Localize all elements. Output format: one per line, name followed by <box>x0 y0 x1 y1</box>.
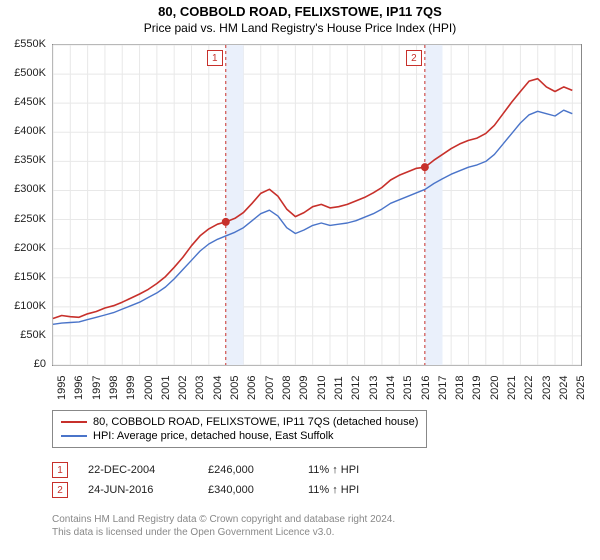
y-tick-label: £500K <box>0 67 46 79</box>
y-tick-label: £200K <box>0 242 46 254</box>
x-tick-label: 2009 <box>298 376 310 400</box>
x-tick-label: 2016 <box>420 376 432 400</box>
x-tick-label: 2008 <box>281 376 293 400</box>
x-tick-label: 1999 <box>125 376 137 400</box>
x-tick-label: 2000 <box>143 376 155 400</box>
sale-hpi: 11% ↑ HPI <box>308 464 408 476</box>
y-tick-label: £0 <box>0 358 46 370</box>
y-tick-label: £350K <box>0 154 46 166</box>
sale-marker: 2 <box>52 482 68 498</box>
sale-row: 2 24-JUN-2016£340,00011% ↑ HPI <box>52 480 408 500</box>
sale-date: 22-DEC-2004 <box>88 464 208 476</box>
sale-marker: 1 <box>52 462 68 478</box>
footer-line-2: This data is licensed under the Open Gov… <box>52 527 395 540</box>
y-tick-label: £550K <box>0 38 46 50</box>
y-tick-label: £250K <box>0 213 46 225</box>
event-marker: 1 <box>207 50 223 66</box>
x-tick-label: 2006 <box>246 376 258 400</box>
x-tick-label: 2012 <box>350 376 362 400</box>
x-tick-label: 2024 <box>558 376 570 400</box>
plot-area <box>52 44 582 366</box>
y-tick-label: £150K <box>0 271 46 283</box>
footer-text: Contains HM Land Registry data © Crown c… <box>52 514 395 539</box>
footer-line-1: Contains HM Land Registry data © Crown c… <box>52 514 395 527</box>
y-tick-label: £100K <box>0 300 46 312</box>
legend-row: 80, COBBOLD ROAD, FELIXSTOWE, IP11 7QS (… <box>61 415 418 429</box>
legend-label: HPI: Average price, detached house, East… <box>93 430 334 442</box>
sales-table: 1 22-DEC-2004£246,00011% ↑ HPI 2 24-JUN-201… <box>52 460 408 500</box>
chart-title: 80, COBBOLD ROAD, FELIXSTOWE, IP11 7QS <box>0 0 600 19</box>
x-tick-label: 1996 <box>73 376 85 400</box>
x-tick-label: 2007 <box>264 376 276 400</box>
sale-price: £246,000 <box>208 464 308 476</box>
y-tick-label: £50K <box>0 329 46 341</box>
y-tick-label: £450K <box>0 96 46 108</box>
x-tick-label: 2004 <box>212 376 224 400</box>
legend-label: 80, COBBOLD ROAD, FELIXSTOWE, IP11 7QS (… <box>93 416 418 428</box>
x-tick-label: 2005 <box>229 376 241 400</box>
x-tick-label: 2017 <box>437 376 449 400</box>
x-tick-label: 2014 <box>385 376 397 400</box>
sale-price: £340,000 <box>208 484 308 496</box>
x-tick-label: 1998 <box>108 376 120 400</box>
chart-subtitle: Price paid vs. HM Land Registry's House … <box>0 19 600 35</box>
sale-date: 24-JUN-2016 <box>88 484 208 496</box>
y-tick-label: £400K <box>0 125 46 137</box>
x-tick-label: 2021 <box>506 376 518 400</box>
sale-row: 1 22-DEC-2004£246,00011% ↑ HPI <box>52 460 408 480</box>
x-tick-label: 1995 <box>56 376 68 400</box>
y-tick-label: £300K <box>0 183 46 195</box>
x-tick-label: 2011 <box>333 376 345 400</box>
x-tick-label: 2022 <box>523 376 535 400</box>
x-tick-label: 2025 <box>575 376 587 400</box>
plot-svg <box>53 45 581 365</box>
x-tick-label: 1997 <box>91 376 103 400</box>
sale-hpi: 11% ↑ HPI <box>308 484 408 496</box>
x-tick-label: 2023 <box>541 376 553 400</box>
legend-swatch <box>61 421 87 423</box>
x-tick-label: 2003 <box>194 376 206 400</box>
x-tick-label: 2019 <box>471 376 483 400</box>
x-tick-label: 2002 <box>177 376 189 400</box>
legend-swatch <box>61 435 87 437</box>
event-marker: 2 <box>406 50 422 66</box>
chart-container: 80, COBBOLD ROAD, FELIXSTOWE, IP11 7QS P… <box>0 0 600 560</box>
x-tick-label: 2010 <box>316 376 328 400</box>
x-tick-label: 2018 <box>454 376 466 400</box>
x-tick-label: 2020 <box>489 376 501 400</box>
x-tick-label: 2001 <box>160 376 172 400</box>
legend-row: HPI: Average price, detached house, East… <box>61 429 418 443</box>
legend: 80, COBBOLD ROAD, FELIXSTOWE, IP11 7QS (… <box>52 410 427 448</box>
x-tick-label: 2015 <box>402 376 414 400</box>
x-tick-label: 2013 <box>368 376 380 400</box>
